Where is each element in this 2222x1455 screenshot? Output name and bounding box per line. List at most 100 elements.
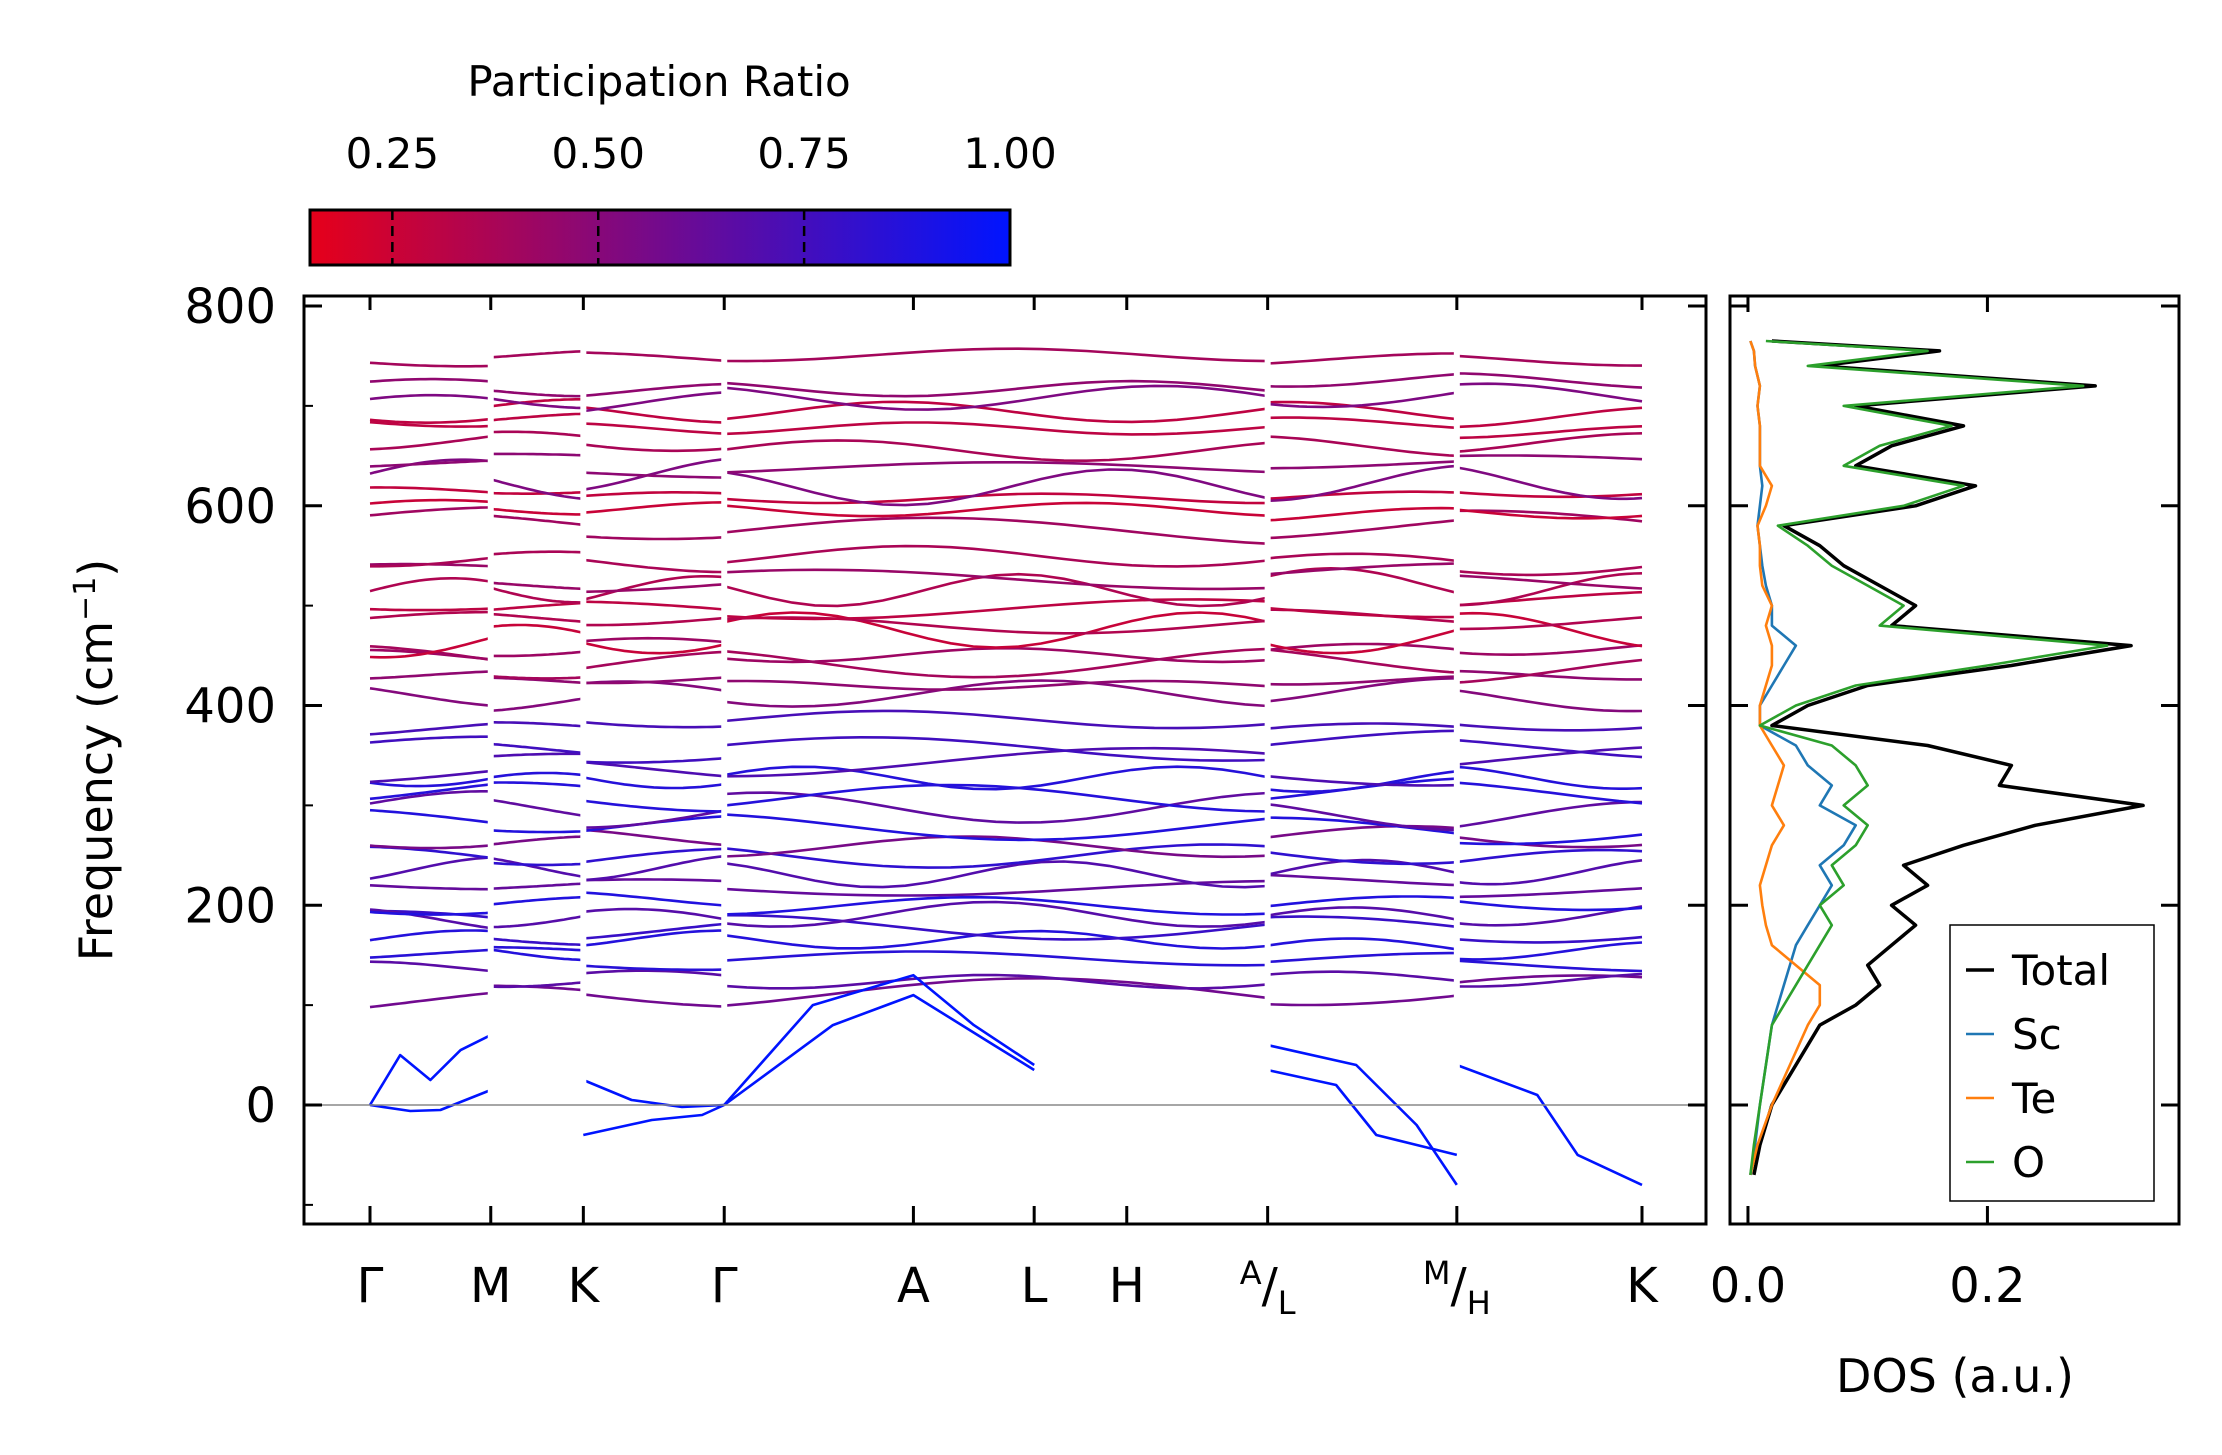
optical-branch — [369, 844, 491, 850]
optical-branch — [583, 636, 725, 644]
optical-branch — [490, 781, 584, 788]
colorbar-gradient — [308, 208, 1012, 267]
acoustic-branch — [723, 993, 1035, 1107]
k-point-label: K — [1626, 1258, 1659, 1314]
optical-branch — [1267, 464, 1457, 503]
optical-branch — [583, 799, 725, 813]
segment-gap — [1264, 300, 1271, 1100]
optical-branch — [582, 575, 725, 601]
optical-branch — [369, 498, 491, 505]
acoustic-branch — [369, 1088, 492, 1113]
y-tick-label: 0 — [245, 1078, 276, 1134]
optical-branch — [724, 709, 1268, 730]
y-axis-ticks: 0 200 400 600 800 — [184, 279, 1706, 1206]
legend-label: Sc — [2012, 1010, 2062, 1059]
optical-branch — [369, 960, 491, 973]
dos-series-o — [1749, 339, 2109, 1176]
optical-branch — [490, 742, 584, 755]
optical-branch — [1267, 895, 1457, 908]
optical-branch — [490, 882, 584, 890]
optical-branch — [490, 623, 584, 635]
optical-branch — [583, 457, 725, 491]
optical-branch — [583, 491, 725, 498]
optical-branch — [1456, 565, 1643, 577]
colorbar-tick-label: 0.50 — [551, 129, 645, 178]
optical-branch — [583, 583, 725, 594]
optical-branch — [490, 771, 584, 779]
optical-branch — [369, 607, 491, 612]
colorbar-tick-label: 0.75 — [757, 129, 851, 178]
optical-branch — [724, 400, 1268, 424]
y-tick-label: 400 — [184, 679, 276, 735]
optical-branch — [369, 884, 491, 891]
optical-branch — [1456, 905, 1643, 927]
optical-branch — [583, 891, 725, 907]
optical-branch — [1267, 460, 1457, 470]
acoustic-branch — [368, 1033, 492, 1106]
optical-branch — [369, 910, 491, 916]
colorbar-tick-label: 0.25 — [346, 129, 440, 178]
optical-branch — [490, 798, 584, 817]
optical-branch — [724, 501, 1268, 518]
optical-branch — [369, 610, 491, 620]
optical-branch — [724, 439, 1268, 463]
dos-x-axis-label: DOS (a.u.) — [1836, 1349, 2074, 1403]
optical-branch — [583, 964, 725, 972]
k-point-label: Γ — [711, 1258, 738, 1314]
optical-branch — [369, 435, 491, 451]
optical-branch — [724, 647, 1268, 679]
optical-branch — [724, 492, 1268, 505]
k-point-label: A/L — [1240, 1254, 1296, 1322]
optical-branch — [1267, 391, 1457, 409]
optical-branch — [1456, 833, 1643, 846]
optical-branch — [1267, 824, 1457, 839]
optical-branch — [724, 813, 1268, 842]
optical-branch — [1267, 506, 1457, 522]
optical-branch — [1267, 729, 1457, 747]
optical-branch — [723, 611, 1268, 649]
k-point-label-bottom: L — [1278, 1284, 1296, 1322]
optical-branch — [583, 351, 725, 362]
segment-gap — [487, 300, 494, 1100]
optical-branch — [724, 379, 1268, 398]
optical-branch — [724, 843, 1268, 869]
optical-branch — [1456, 941, 1643, 961]
optical-branch — [490, 389, 584, 398]
optical-branch — [490, 829, 584, 834]
optical-branch — [724, 735, 1268, 762]
optical-branch — [1456, 689, 1643, 713]
k-point-label-top: M — [1423, 1254, 1451, 1292]
optical-branch — [583, 993, 725, 1008]
optical-branch — [583, 535, 725, 541]
optical-branch — [369, 991, 491, 1009]
k-point-label: Γ — [357, 1258, 384, 1314]
optical-branch — [369, 670, 491, 680]
optical-branch — [1267, 490, 1457, 500]
optical-branch — [490, 412, 584, 422]
y-tick-label: 800 — [184, 279, 276, 335]
optical-branch — [1267, 915, 1457, 929]
optical-branch — [1267, 648, 1457, 674]
y-axis-label: Frequency (cm−1) — [68, 559, 124, 962]
optical-branch — [724, 783, 1268, 813]
optical-branch — [369, 783, 491, 801]
optical-branch — [583, 616, 725, 627]
optical-branch — [369, 790, 491, 805]
optical-branch — [724, 384, 1268, 411]
optical-branch — [490, 507, 584, 516]
k-point-label: L — [1021, 1258, 1048, 1314]
optical-branch — [1267, 873, 1457, 887]
optical-branch — [583, 854, 725, 882]
optical-branch — [1456, 746, 1643, 766]
optical-branch — [1267, 416, 1457, 430]
optical-branch — [1267, 352, 1457, 365]
optical-branch — [583, 720, 725, 729]
optical-branch — [724, 895, 1268, 916]
optical-branch — [1267, 606, 1457, 619]
optical-branch — [1456, 406, 1643, 429]
segment-breaks — [487, 300, 1460, 1100]
optical-branch — [724, 544, 1268, 568]
optical-branch — [1456, 935, 1643, 944]
optical-branch — [583, 929, 725, 947]
optical-branch — [490, 857, 584, 878]
